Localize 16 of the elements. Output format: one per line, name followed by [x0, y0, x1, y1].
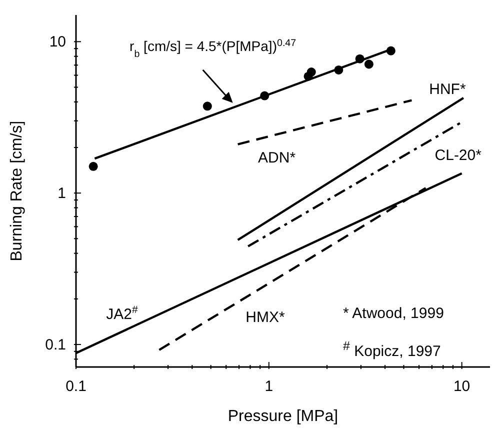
x-tick-label: 0.1: [66, 378, 86, 395]
annotation: $^{#}$ Kopicz, 1997: [343, 338, 442, 362]
y-axis-title: Burning Rate [cm/s]: [8, 120, 26, 262]
y-tick-label: 10: [49, 34, 66, 51]
series-label: CL-20*: [434, 147, 482, 164]
x-axis-title: Pressure [MPa]: [228, 408, 338, 425]
annotation: r$_{b}$ [cm/s] = 4.5*(P[MPa])$^{0.47}$: [130, 37, 296, 60]
x-tick-label: 1: [264, 378, 274, 395]
series-label: HMX*: [246, 308, 285, 326]
y-tick-label: 1: [58, 185, 66, 202]
series-label: HNF*: [429, 80, 466, 98]
series-label: JA2$^{#}$: [106, 304, 138, 324]
x-tick-label: 10: [453, 378, 470, 395]
y-tick-label: 0.1: [45, 336, 66, 354]
annotation: * Atwood, 1999: [343, 304, 444, 324]
series-label: ADN*: [258, 149, 296, 166]
